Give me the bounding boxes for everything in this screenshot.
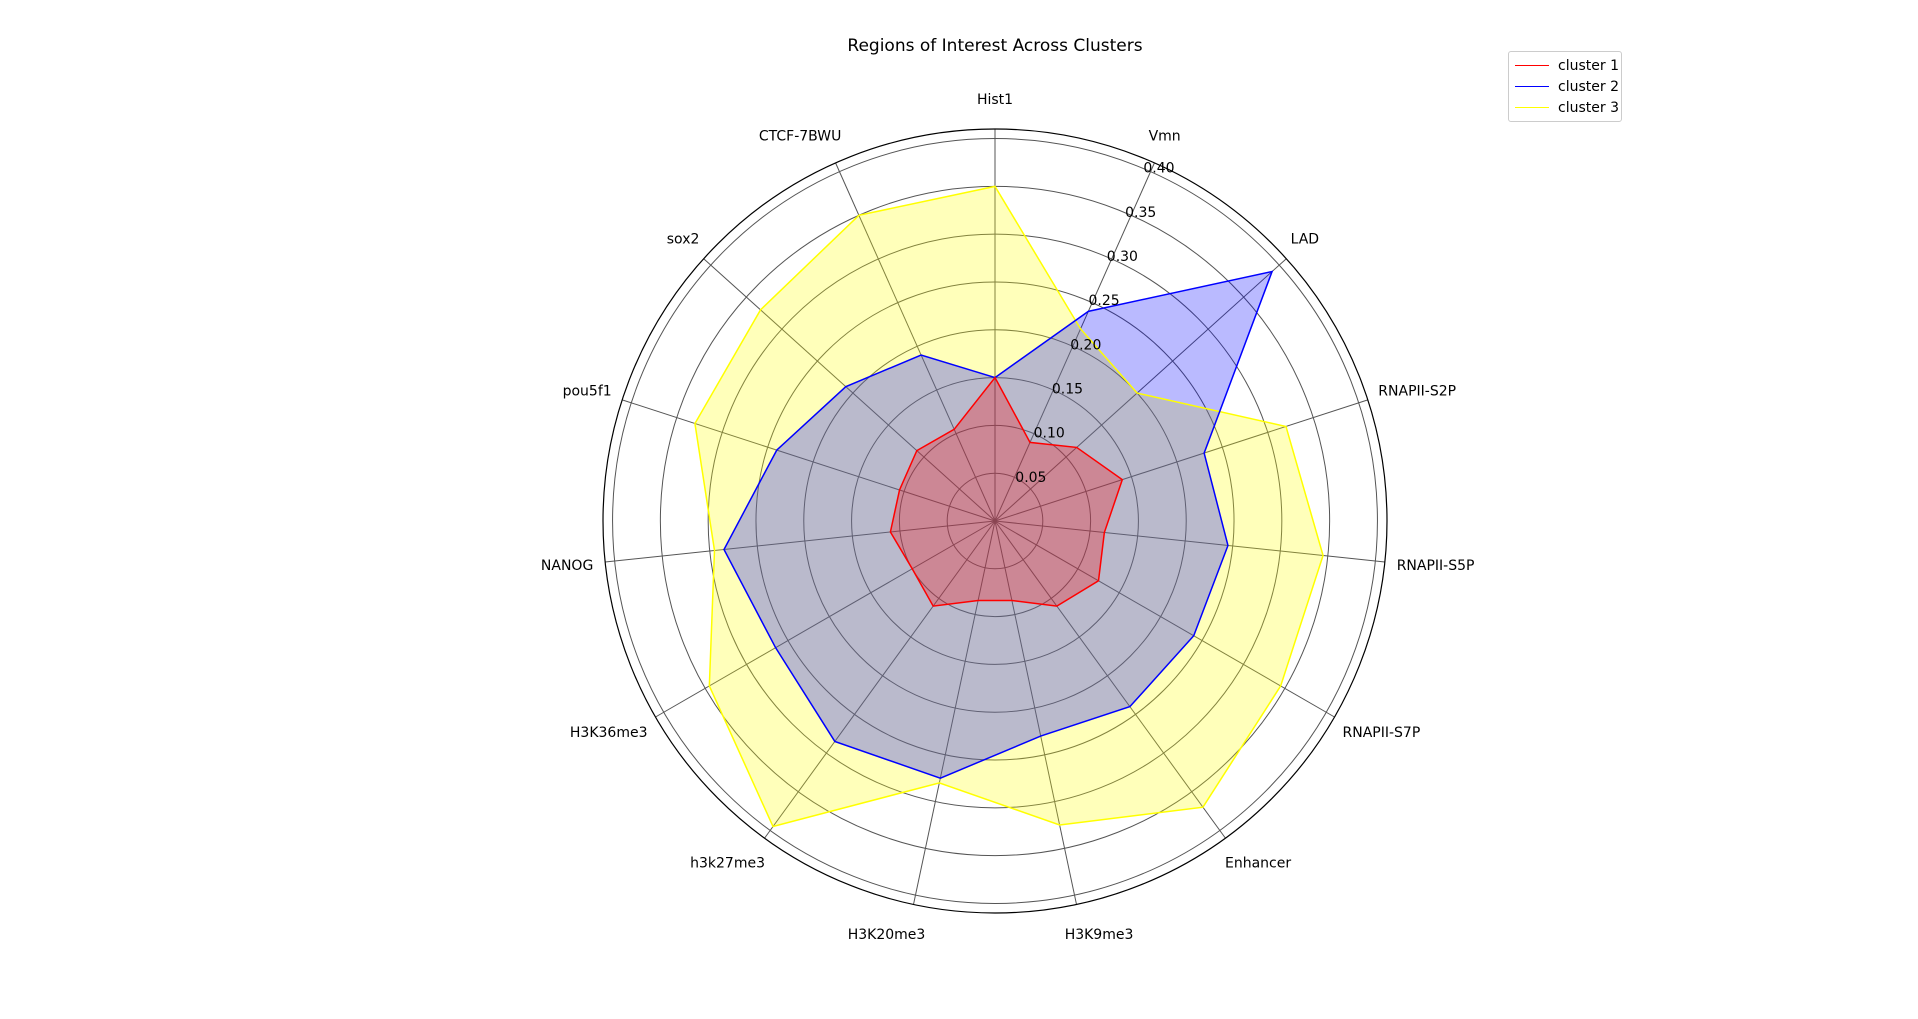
polar-grid	[602, 128, 1388, 914]
category-label: Enhancer	[1225, 855, 1291, 871]
legend-item-cluster-1: cluster 1	[1509, 55, 1621, 76]
radial-tick-label: 0.15	[1052, 382, 1083, 398]
category-label: RNAPII-S5P	[1397, 558, 1475, 574]
spoke-line	[994, 520, 1335, 718]
chart-title: Regions of Interest Across Clusters	[847, 36, 1142, 56]
category-label: NANOG	[541, 558, 593, 574]
spoke-line	[994, 162, 1155, 522]
series-fill-cluster-1	[890, 377, 1123, 607]
legend-item-cluster-2: cluster 2	[1509, 76, 1621, 97]
spoke-line	[622, 399, 996, 522]
legend-swatch	[1515, 65, 1549, 66]
spoke-line	[913, 520, 996, 905]
radial-tick-label: 0.35	[1125, 205, 1156, 221]
category-label: sox2	[667, 232, 700, 248]
category-label: RNAPII-S7P	[1343, 725, 1421, 741]
category-label: H3K36me3	[570, 725, 648, 741]
spoke-line	[994, 258, 1287, 522]
legend-item-cluster-3: cluster 3	[1509, 97, 1621, 118]
legend-swatch	[1515, 107, 1549, 108]
category-label: Vmn	[1149, 129, 1181, 145]
spoke-line	[655, 520, 996, 718]
spoke-line	[994, 520, 1226, 839]
radial-tick-label: 0.25	[1089, 293, 1120, 309]
spoke-line	[764, 520, 996, 839]
series-line-cluster-2	[723, 270, 1274, 779]
category-label: LAD	[1291, 232, 1319, 248]
legend-label: cluster 2	[1558, 78, 1619, 95]
radial-tick-label: 0.10	[1034, 426, 1065, 442]
category-label: Hist1	[977, 92, 1013, 108]
category-label: H3K20me3	[848, 927, 926, 943]
category-label: pou5f1	[563, 384, 612, 400]
series-fill-cluster-2	[724, 271, 1273, 779]
legend-label: cluster 1	[1558, 57, 1619, 74]
radial-tick-labels: 0.05 0.10 0.15 0.20 0.25 0.30 0.35 0.40	[1015, 161, 1174, 486]
radial-tick-label: 0.30	[1107, 249, 1138, 265]
legend-swatch	[1515, 86, 1549, 87]
spoke-line	[994, 520, 1077, 905]
category-labels: Hist1 Vmn LAD RNAPII-S2P RNAPII-S5P RNAPII-S7…	[541, 92, 1475, 943]
category-label: h3k27me3	[690, 855, 765, 871]
spoke-line	[994, 399, 1368, 522]
radial-tick-label: 0.05	[1015, 470, 1046, 486]
legend: cluster 1 cluster 2 cluster 3	[1508, 51, 1622, 122]
outer-frame	[602, 128, 1388, 914]
spoke-line	[835, 162, 996, 522]
spoke-line	[994, 520, 1385, 563]
category-label: RNAPII-S2P	[1378, 384, 1456, 400]
series-layer	[694, 185, 1324, 828]
series-line-cluster-1	[889, 376, 1124, 607]
category-label: CTCF-7BWU	[759, 129, 842, 145]
radial-tick-label: 0.20	[1070, 337, 1101, 353]
radial-tick-label: 0.40	[1143, 161, 1174, 177]
spoke-line	[605, 520, 996, 563]
category-label: H3K9me3	[1065, 927, 1134, 943]
legend-label: cluster 3	[1558, 99, 1619, 116]
spoke-line	[703, 258, 996, 522]
series-line-cluster-3	[694, 185, 1324, 828]
